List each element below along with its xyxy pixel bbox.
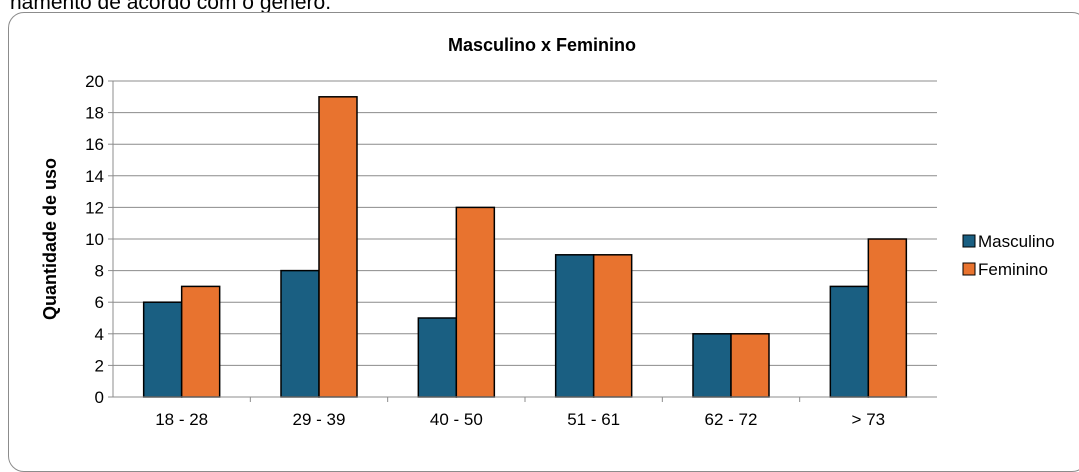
y-tick-label: 18 xyxy=(85,104,104,123)
x-tick-label: 62 - 72 xyxy=(705,410,758,429)
bars xyxy=(142,96,908,398)
bar-feminino-5 xyxy=(867,238,908,398)
bar-masculino-4 xyxy=(692,333,732,398)
bar-feminino-4 xyxy=(730,333,770,398)
y-tick-label: 20 xyxy=(85,72,104,91)
legend-swatch-masculino xyxy=(962,234,976,248)
y-axis-label: Quantidade de uso xyxy=(40,158,60,320)
bar-masculino-3 xyxy=(554,254,595,398)
y-tick-label: 14 xyxy=(85,167,104,186)
x-tick-label: 29 - 39 xyxy=(293,410,346,429)
y-tick-label: 8 xyxy=(95,262,104,281)
bar-masculino-0 xyxy=(142,301,183,398)
bar-masculino-5 xyxy=(829,285,870,398)
y-tick-label: 2 xyxy=(95,356,104,375)
bar-feminino-0 xyxy=(180,285,221,398)
y-tick-label: 0 xyxy=(95,388,104,407)
caption-text: namento de acordo com o gênero. xyxy=(10,0,332,14)
bar-masculino-1 xyxy=(280,269,320,398)
bar-feminino-3 xyxy=(592,254,633,398)
x-tick-label: 18 - 28 xyxy=(155,410,208,429)
y-tick-label: 6 xyxy=(95,293,104,312)
x-tick-label: 40 - 50 xyxy=(430,410,483,429)
bar-feminino-2 xyxy=(455,206,496,398)
gridlines xyxy=(113,80,937,366)
legend: Masculino Feminino xyxy=(962,232,1055,279)
bar-feminino-1 xyxy=(318,96,358,398)
bar-chart: Masculino x Feminino Quantidade de uso 0… xyxy=(40,35,1055,429)
y-tick-label: 16 xyxy=(85,135,104,154)
y-tick-label: 12 xyxy=(85,198,104,217)
axes xyxy=(112,81,937,398)
x-tick-label: 51 - 61 xyxy=(567,410,620,429)
bar-masculino-2 xyxy=(417,317,458,398)
legend-label-feminino: Feminino xyxy=(978,260,1048,279)
y-tick-label: 10 xyxy=(85,230,104,249)
legend-swatch-feminino xyxy=(962,262,976,276)
x-tick-label: > 73 xyxy=(852,410,886,429)
chart-title: Masculino x Feminino xyxy=(448,35,636,55)
legend-label-masculino: Masculino xyxy=(978,232,1055,251)
y-axis-ticks: 0 2 4 6 8 10 12 14 16 18 20 xyxy=(85,72,113,407)
x-axis-ticks: 18 - 28 29 - 39 40 - 50 51 - 61 62 - 72 > 73 xyxy=(155,397,885,429)
y-tick-label: 4 xyxy=(95,325,104,344)
